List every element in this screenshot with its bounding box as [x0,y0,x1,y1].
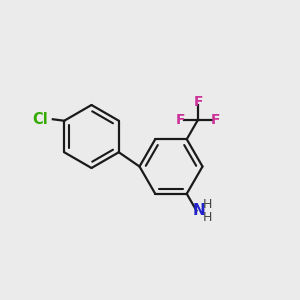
Text: H: H [202,198,212,211]
Text: F: F [211,113,221,127]
Text: F: F [193,95,203,109]
Text: H: H [202,211,212,224]
Text: N: N [193,203,205,218]
Text: Cl: Cl [33,112,48,127]
Text: F: F [175,113,185,127]
